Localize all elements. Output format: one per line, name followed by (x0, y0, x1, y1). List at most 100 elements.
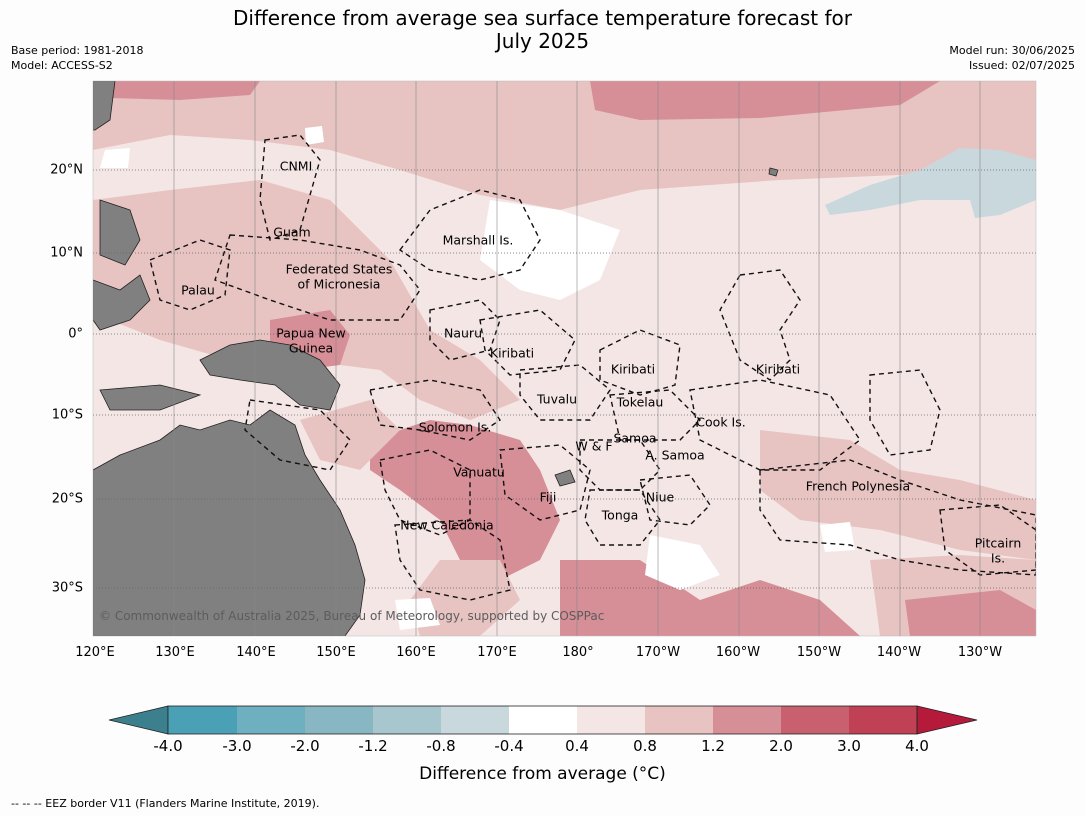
region-label-tonga: Tonga (601, 507, 639, 523)
region-label-french-polynesia: French Polynesia (805, 478, 911, 494)
lon-label: 160°W (715, 645, 761, 660)
region-label-american-samoa: A. Samoa (645, 447, 705, 463)
region-label-png-2: Guinea (288, 340, 334, 356)
lat-label: 0° (68, 326, 83, 342)
colorbar-tick: -2.0 (290, 737, 320, 755)
map-frame (92, 80, 1037, 637)
anomaly-area (480, 200, 620, 300)
lon-label: 140°W (876, 645, 922, 660)
colorbar-tick: 1.2 (701, 737, 725, 755)
region-label-fsm-1: Federated States (285, 261, 393, 277)
colorbar-tick: -1.2 (358, 737, 388, 755)
region-label-cook: Cook Is. (696, 414, 746, 430)
lon-label: 130°E (155, 645, 195, 660)
eez-borders (149, 134, 1036, 601)
colorbar-extend-high (916, 705, 978, 735)
lat-label: 10°S (51, 407, 83, 423)
region-label-tokelau: Tokelau (616, 394, 664, 410)
lat-label: 10°N (50, 245, 83, 261)
region-label-pitcairn-1: Pitcairn (974, 535, 1022, 551)
region-label-nauru: Nauru (444, 325, 482, 341)
fiji-land (554, 469, 576, 487)
colorbar-cell (849, 706, 917, 734)
anomaly-area (370, 420, 560, 580)
colorbar-cell (373, 706, 441, 734)
colorbar-cell (168, 706, 237, 734)
map-title: Difference from average sea surface temp… (0, 7, 1085, 53)
region-label-tuvalu: Tuvalu (536, 391, 578, 407)
lon-label: 180° (562, 645, 594, 660)
colorbar-tick: 0.8 (633, 737, 657, 755)
colorbar-frame (167, 705, 918, 735)
lon-label: 130°W (957, 645, 1003, 660)
region-label-palau: Palau (181, 282, 215, 298)
colorbar-tick: -0.4 (494, 737, 524, 755)
region-label-wallis-futuna: W & F (575, 438, 613, 454)
region-label-samoa: Samoa (613, 430, 657, 446)
meta-right: Model run: 30/06/2025 Issued: 02/07/2025 (949, 43, 1075, 73)
colorbar-cell (645, 706, 713, 734)
lon-label: 170°E (477, 645, 517, 660)
lat-label: 30°S (51, 580, 83, 596)
anomaly-area (93, 180, 520, 420)
region-label-kiribati-east: Kiribati (755, 361, 801, 377)
region-label-solomon: Solomon Is. (418, 419, 492, 435)
colorbar-extend-low (108, 705, 169, 735)
meta-left: Base period: 1981-2018 Model: ACCESS-S2 (11, 43, 143, 73)
lon-label: 140°E (236, 645, 276, 660)
colorbar-cell (509, 706, 577, 734)
anomaly-area (825, 148, 1036, 218)
model-name: Model: ACCESS-S2 (11, 59, 113, 72)
colorbar-cell (441, 706, 509, 734)
colorbar-tick: 3.0 (837, 737, 861, 755)
region-label-guam: Guam (273, 224, 311, 240)
anomaly-area (645, 535, 720, 590)
australia-land (93, 409, 366, 636)
anomaly-area (305, 126, 324, 145)
colorbar (108, 705, 978, 735)
lon-label: 120°E (75, 645, 115, 660)
region-label-niue: Niue (645, 489, 675, 505)
lon-label: 160°E (396, 645, 436, 660)
anomaly-area (100, 81, 260, 100)
philippines-land (99, 199, 141, 266)
model-run: Model run: 30/06/2025 (949, 44, 1075, 57)
colorbar-cell (713, 706, 781, 734)
lon-label: 150°E (316, 645, 356, 660)
colorbar-cell (237, 706, 305, 734)
colorbar-tick: -0.8 (426, 737, 456, 755)
anomaly-area (300, 400, 400, 470)
colorbar-cell (781, 706, 849, 734)
region-label-png-1: Papua New (276, 325, 346, 341)
lat-label: 20°S (51, 491, 83, 507)
grid-meridians (173, 81, 981, 636)
colorbar-tick: -3.0 (222, 737, 252, 755)
anomaly-area (820, 522, 855, 552)
timor-land (99, 384, 202, 411)
colorbar-cell (577, 706, 645, 734)
colorbar-tick: 4.0 (905, 737, 929, 755)
region-label-kiribati-central: Kiribati (610, 361, 656, 377)
anomaly-area (395, 598, 440, 630)
region-label-marshall: Marshall Is. (442, 232, 514, 248)
copyright-notice: © Commonwealth of Australia 2025, Bureau… (99, 609, 605, 623)
grid-parallels (93, 169, 1036, 589)
map-field (93, 81, 1036, 636)
colorbar-tick: 2.0 (769, 737, 793, 755)
region-label-vanuatu: Vanuatu (453, 464, 505, 480)
colorbar-title: Difference from average (°C) (419, 764, 666, 784)
issued-date: Issued: 02/07/2025 (968, 59, 1075, 72)
region-label-pitcairn-2: Is. (990, 550, 1006, 566)
region-label-fiji: Fiji (539, 489, 557, 505)
anomaly-area (560, 560, 860, 636)
colorbar-tick: 0.4 (565, 737, 589, 755)
anomaly-area (905, 590, 1036, 636)
base-period: Base period: 1981-2018 (11, 44, 144, 57)
anomaly-area (410, 560, 520, 636)
lon-label: 170°W (635, 645, 681, 660)
region-label-fsm-2: of Micronesia (297, 276, 381, 292)
lat-label: 20°N (50, 162, 83, 178)
region-label-new-caledonia: New Caledonia (400, 517, 494, 533)
title-line-2: July 2025 (495, 29, 590, 53)
